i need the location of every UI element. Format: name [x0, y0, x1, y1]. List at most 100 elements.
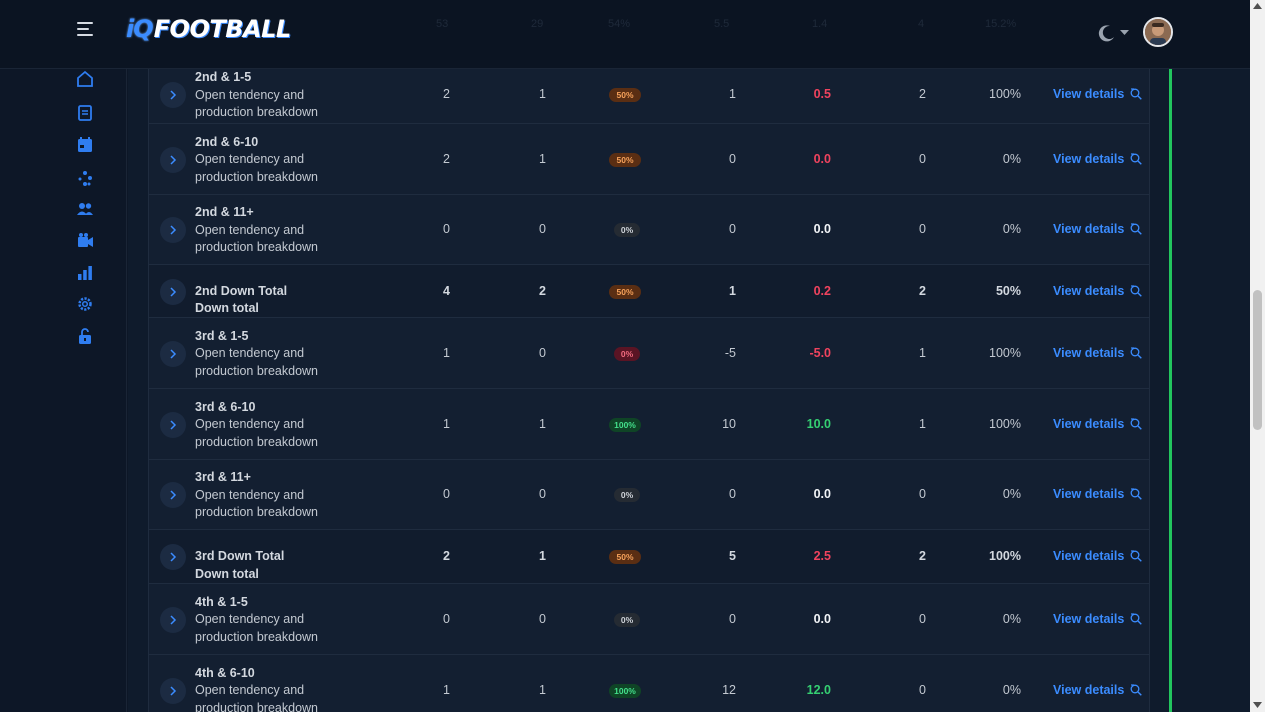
tds-value: 0 — [919, 682, 926, 697]
row-subtitle: Open tendency and — [195, 612, 305, 626]
ghost-value: 54% — [608, 18, 631, 30]
table-row: 2nd & 11+ Open tendency and production b… — [149, 195, 1149, 265]
user-avatar[interactable] — [1143, 17, 1173, 47]
row-label: 3rd Down Total Down total — [195, 548, 284, 583]
expand-row-button[interactable] — [160, 482, 186, 508]
table-row: 2nd Down Total Down total 4 2 50% 1 0.2 … — [149, 265, 1149, 318]
view-details-link[interactable]: View details — [1053, 612, 1143, 626]
main-content: 2nd & 1-5 Open tendency and production b… — [128, 69, 1250, 712]
row-label: 4th & 6-10 Open tendency and production … — [195, 665, 318, 712]
view-details-link[interactable]: View details — [1053, 222, 1143, 236]
success-rate-badge: 50% — [609, 88, 641, 102]
expand-row-button[interactable] — [160, 340, 186, 367]
row-label: 3rd & 6-10 Open tendency and production … — [195, 399, 318, 452]
table-row: 4th & 1-5 Open tendency and production b… — [149, 584, 1149, 655]
unlock-icon[interactable] — [76, 327, 94, 345]
pct-value: 100% — [989, 345, 1021, 360]
success-value: 0 — [539, 222, 546, 236]
success-rate-badge: 0% — [614, 612, 640, 627]
tds-value: 0 — [919, 151, 926, 166]
pct-value: 0% — [1002, 487, 1021, 501]
row-subtitle: Open tendency and — [195, 346, 305, 360]
epa-value: 2.5 — [813, 549, 831, 563]
epa-value: 0.2 — [813, 283, 831, 298]
row-subtitle: Open tendency and — [195, 487, 305, 502]
search-icon — [1130, 612, 1143, 625]
playbook-icon[interactable] — [76, 104, 94, 122]
table-row: 3rd & 1-5 Open tendency and production b… — [149, 318, 1149, 389]
row-title: 2nd & 1-5 — [195, 70, 252, 84]
logo-iq: iQ — [126, 15, 154, 43]
view-details-link[interactable]: View details — [1053, 284, 1143, 298]
row-title: 3rd & 11+ — [195, 470, 251, 484]
expand-row-button[interactable] — [160, 146, 186, 173]
page-scrollbar[interactable] — [1250, 0, 1265, 712]
app-logo[interactable]: iQ FOOTBALL — [126, 13, 291, 45]
row-subtitle: Down total — [195, 301, 259, 315]
chevron-right-icon — [170, 225, 177, 235]
team-icon[interactable] — [76, 200, 94, 218]
theme-toggle[interactable] — [1097, 22, 1133, 44]
success-value: 1 — [539, 151, 546, 166]
tds-value: 0 — [919, 611, 926, 626]
row-subtitle-2: production breakdown — [195, 169, 318, 184]
expand-row-button[interactable] — [160, 217, 186, 243]
success-rate-badge: 50% — [609, 152, 641, 167]
top-header: 53 29 54% 5.5 1.4 4 15.2% iQ FOOTBALL — [0, 0, 1250, 69]
yards-value: 5 — [729, 549, 736, 563]
calendar-icon[interactable] — [76, 136, 94, 154]
tendencies-icon[interactable] — [76, 170, 94, 188]
film-icon[interactable] — [76, 232, 94, 250]
table-row: 3rd & 6-10 Open tendency and production … — [149, 389, 1149, 460]
view-details-link[interactable]: View details — [1053, 416, 1143, 431]
search-icon — [1130, 417, 1143, 430]
success-rate-badge: 50% — [609, 550, 641, 564]
settings-icon[interactable] — [76, 295, 94, 313]
tds-value: 0 — [919, 222, 926, 236]
view-details-link[interactable]: View details — [1053, 87, 1143, 101]
plays-value: 2 — [443, 549, 450, 563]
success-value: 1 — [539, 416, 546, 431]
view-details-label: View details — [1053, 416, 1125, 431]
expand-row-button[interactable] — [160, 677, 186, 704]
expand-row-button[interactable] — [160, 411, 186, 438]
expand-row-button[interactable] — [160, 544, 186, 570]
expand-row-button[interactable] — [160, 606, 186, 633]
row-title: 3rd Down Total — [195, 549, 285, 563]
table-row: 3rd & 11+ Open tendency and production b… — [149, 460, 1149, 530]
expand-row-button[interactable] — [160, 82, 186, 108]
menu-toggle-icon[interactable] — [77, 22, 94, 36]
row-subtitle: Open tendency and — [195, 222, 305, 237]
view-details-label: View details — [1053, 87, 1125, 101]
tds-value: 0 — [919, 487, 926, 501]
success-rate-badge: 100% — [609, 417, 641, 432]
scroll-thumb[interactable] — [1253, 290, 1262, 430]
yards-value: 12 — [722, 682, 736, 697]
search-icon — [1130, 88, 1143, 100]
scroll-up-icon[interactable] — [1253, 3, 1262, 9]
success-value: 1 — [539, 87, 546, 101]
table-row: 4th & 6-10 Open tendency and production … — [149, 655, 1149, 712]
stats-icon[interactable] — [76, 264, 94, 282]
view-details-link[interactable]: View details — [1053, 346, 1143, 360]
yards-value: 0 — [729, 151, 736, 166]
success-rate-badge: 0% — [614, 223, 640, 237]
view-details-link[interactable]: View details — [1053, 487, 1143, 501]
pct-value: 0% — [1002, 611, 1021, 626]
ghost-value: 5.5 — [714, 18, 730, 30]
home-icon[interactable] — [76, 70, 94, 88]
chevron-right-icon — [170, 685, 177, 696]
row-title: 2nd & 6-10 — [195, 134, 259, 149]
view-details-link[interactable]: View details — [1053, 549, 1143, 563]
chevron-right-icon — [170, 614, 177, 625]
view-details-link[interactable]: View details — [1053, 152, 1143, 166]
ghost-value: 53 — [436, 18, 449, 30]
search-icon — [1130, 346, 1143, 359]
view-details-link[interactable]: View details — [1053, 682, 1143, 697]
chevron-down-icon — [1120, 30, 1129, 35]
success-value: 2 — [539, 283, 546, 298]
view-details-label: View details — [1053, 682, 1125, 697]
expand-row-button[interactable] — [160, 278, 186, 305]
scroll-down-icon[interactable] — [1253, 702, 1262, 708]
chevron-right-icon — [170, 552, 177, 562]
